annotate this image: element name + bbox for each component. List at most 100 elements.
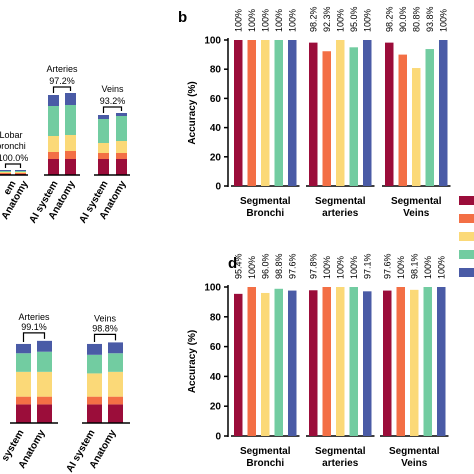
- panel-a-stack-segment: [0, 172, 11, 173]
- panel-d-y-axis-label: Accuracy (%): [187, 330, 198, 393]
- panel-d-y-tick-label: 20: [210, 402, 222, 413]
- panel-a-stack-segment: [0, 170, 11, 171]
- panel-a-group-label: Veins: [101, 84, 124, 94]
- panel-c-comparison-bracket: [22, 332, 46, 342]
- panel-c-stack-segment: [108, 404, 123, 423]
- panel-d-category-label: Segmental: [315, 446, 366, 457]
- panel-b-bar: [309, 42, 318, 187]
- panel-c-group-label: Veins: [94, 313, 117, 323]
- panel-b-bar: [261, 40, 270, 186]
- panel-a-stack-segment: [48, 159, 59, 175]
- panel-a-stack-segment: [48, 152, 59, 159]
- panel-d-y-tick-label: 100: [204, 283, 221, 294]
- panel-b-bar: [363, 40, 372, 186]
- panel-a-stack-segment: [48, 106, 59, 136]
- panel-a-stack-segment: [98, 153, 109, 159]
- panel-d-bar: [274, 288, 283, 436]
- panel-b-data-label: 93.8%: [425, 6, 435, 32]
- panel-a-stack-segment: [98, 159, 109, 175]
- panel-d-data-label: 100%: [335, 256, 345, 279]
- panel-c-stack-segment: [16, 353, 31, 372]
- panel-b-data-label: 100%: [260, 9, 270, 32]
- panel-a-stack-segment: [116, 113, 127, 116]
- panel-b-y-tick-label: 20: [210, 152, 222, 163]
- legend-swatches: [459, 196, 474, 277]
- panel-a-stack-segment: [65, 151, 76, 159]
- panel-b-category-label: Segmental: [391, 196, 442, 207]
- panel-b-bar: [288, 40, 297, 186]
- panel-d-data-label: 100%: [322, 256, 332, 279]
- panel-a-stack-segment: [65, 93, 76, 105]
- panel-a-stack-segment: [65, 105, 76, 135]
- panel-d-bar: [247, 287, 256, 436]
- panel-b-bar: [336, 40, 345, 186]
- panel-d-bar: [309, 290, 318, 436]
- panel-c-stack-segment: [87, 343, 102, 355]
- panel-d-data-label: 100%: [349, 256, 359, 279]
- panel-d-category-label: Segmental: [240, 446, 291, 457]
- panel-c-stack-segment: [108, 396, 123, 405]
- panel-b-y-tick-label: 60: [210, 94, 222, 105]
- panel-d-data-label: 100%: [247, 256, 257, 279]
- panel-a-stack-segment: [98, 143, 109, 153]
- panel-a-stack-segment: [65, 159, 76, 175]
- panel-b-bar: [247, 40, 256, 186]
- panel-a-percent-label: 100.0%: [0, 153, 28, 163]
- panel-d-bar: [322, 287, 331, 436]
- panel-d-data-label: 98.8%: [274, 253, 284, 279]
- panel-b-data-label: 92.3%: [322, 6, 332, 32]
- panel-d-data-label: 97.8%: [308, 253, 318, 279]
- panel-b-data-label: 100%: [335, 9, 345, 32]
- panel-b-bar: [398, 54, 407, 186]
- panel-d-data-label: 97.6%: [382, 253, 392, 279]
- panel-c-stack-segment: [87, 396, 102, 405]
- panel-b-data-label: 100%: [362, 9, 372, 32]
- panel-a-percent-label: 93.2%: [100, 96, 126, 106]
- panel-b-y-tick-label: 40: [210, 123, 222, 134]
- panel-d-y-tick-label: 80: [210, 312, 222, 323]
- panel-d-y-tick-label: 60: [210, 342, 222, 353]
- panel-a-stack-segment: [48, 95, 59, 106]
- legend-swatch: [459, 250, 474, 259]
- panel-d-data-label: 95.4%: [233, 253, 243, 279]
- panel-a-comparison-bracket: [4, 163, 22, 168]
- panel-b-bar: [412, 68, 421, 186]
- panel-a-stack-segment: [116, 153, 127, 159]
- panel-letter-b: b: [178, 9, 187, 26]
- panel-b-data-label: 100%: [287, 9, 297, 32]
- panel-a-group-label: Lobar: [0, 130, 23, 140]
- panel-a-comparison-bracket: [102, 106, 123, 113]
- legend-swatch: [459, 232, 474, 241]
- panel-a-stack-segment: [0, 171, 11, 172]
- panel-b-bar: [274, 40, 283, 186]
- panel-d-data-label: 100%: [436, 256, 446, 279]
- panel-d-data-label: 98.1%: [409, 253, 419, 279]
- panel-a-stack-segment: [116, 141, 127, 153]
- panel-letter-d: d: [228, 255, 237, 272]
- panel-c-percent-label: 99.1%: [21, 322, 47, 332]
- panel-c-comparison-bracket: [93, 333, 117, 342]
- panel-c-stack-segment: [108, 342, 123, 354]
- panel-c-stack-segment: [37, 351, 52, 372]
- panel-d-y-tick-label: 0: [215, 432, 221, 443]
- panel-d-bar: [261, 292, 270, 436]
- panel-d-data-label: 100%: [396, 256, 406, 279]
- panel-c-percent-label: 98.8%: [92, 323, 118, 333]
- panel-c-stack-segment: [16, 371, 31, 397]
- panel-d-data-label: 100%: [423, 256, 433, 279]
- panel-a-comparison-bracket: [52, 86, 72, 93]
- panel-b-bar: [349, 47, 358, 186]
- panel-b-category-label: Veins: [403, 208, 430, 219]
- panel-b-data-label: 100%: [274, 9, 284, 32]
- panel-d-category-label: arteries: [322, 458, 359, 469]
- panel-d-bar: [336, 287, 345, 436]
- panel-b-bar: [234, 40, 243, 186]
- panel-d-bar: [363, 291, 372, 436]
- panel-d-category-label: Veins: [401, 458, 428, 469]
- panel-a-group-label: Arteries: [46, 64, 78, 74]
- panel-c-stack-segment: [16, 404, 31, 423]
- panel-b-data-label: 100%: [438, 9, 448, 32]
- panel-b-data-label: 98.2%: [308, 6, 318, 32]
